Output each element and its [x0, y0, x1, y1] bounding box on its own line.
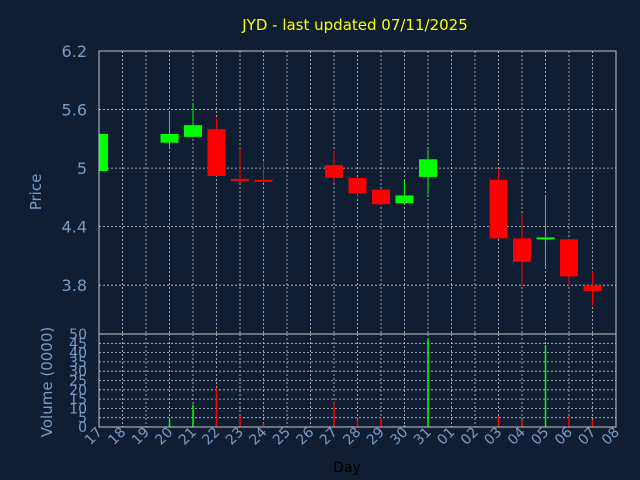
- volume-tick-label: 5: [78, 411, 87, 427]
- candle-20: [160, 111, 179, 149]
- volume-tick-label: 40: [69, 346, 87, 362]
- volume-bar-20: [168, 419, 171, 427]
- candle-23: [231, 148, 249, 183]
- candle-body: [419, 159, 437, 177]
- candle-body: [207, 129, 226, 176]
- day-tick-label: 01: [434, 425, 458, 449]
- candle-22: [207, 118, 226, 176]
- day-tick-label: 22: [199, 425, 223, 449]
- day-tick-label: 30: [387, 425, 411, 449]
- volume-bar-03: [497, 415, 500, 427]
- volume-tick-label: 30: [69, 364, 87, 380]
- candle-body: [395, 195, 414, 204]
- volume-bar-05: [544, 345, 547, 427]
- candle-27: [325, 150, 343, 183]
- volume-bar-30: [403, 425, 406, 427]
- day-axis-title: Day: [333, 460, 361, 476]
- volume-tick-label: 0: [78, 420, 87, 436]
- volume-axis-title: Volume (0000): [38, 327, 56, 437]
- day-tick-label: 04: [505, 424, 529, 448]
- candle-17: [98, 133, 108, 172]
- candle-29: [372, 189, 390, 206]
- day-tick-label: 05: [528, 425, 552, 449]
- candle-body: [325, 165, 343, 178]
- day-ticks: 17 18 19 20 21 22 23 24 25 26 27 28 29 30 31 01 02 03 04 05…: [82, 424, 623, 448]
- candle-07: [583, 271, 602, 306]
- day-tick-label: 27: [317, 425, 341, 449]
- volume-tick-label: 15: [69, 392, 87, 408]
- volume-bar-21: [192, 404, 194, 427]
- volume-bar-22: [215, 387, 218, 427]
- day-tick-label: 19: [129, 425, 153, 449]
- day-tick-label: 20: [152, 425, 176, 449]
- candle-body: [348, 177, 367, 194]
- volume-bar-23: [239, 415, 241, 427]
- candle-body: [536, 237, 555, 240]
- volume-bar-24: [262, 423, 265, 427]
- candle-body: [489, 179, 508, 239]
- candles: [98, 104, 602, 306]
- candle-body: [160, 133, 179, 143]
- day-tick-label: 21: [176, 425, 200, 449]
- day-tick-label: 18: [105, 425, 129, 449]
- price-tick-label: 5: [77, 159, 87, 178]
- candle-body: [231, 178, 249, 181]
- day-tick-label: 08: [599, 425, 623, 449]
- candle-30: [395, 180, 414, 204]
- day-tick-label: 31: [411, 425, 435, 449]
- candle-body: [99, 133, 108, 172]
- candle-body: [184, 125, 202, 137]
- volume-bar-29: [380, 417, 382, 427]
- price-tick-label: 5.6: [62, 101, 87, 120]
- day-tick-label: 02: [458, 425, 482, 449]
- candle-31: [419, 149, 437, 195]
- candle-06: [560, 239, 578, 286]
- candle-body: [513, 238, 531, 262]
- price-tick-label: 3.8: [62, 276, 87, 295]
- volume-bars: [168, 339, 594, 427]
- volume-grid: [98, 333, 617, 428]
- candle-03: [489, 169, 508, 239]
- volume-bar-07: [591, 419, 594, 427]
- day-tick-label: 25: [270, 425, 294, 449]
- volume-tick-label: 45: [69, 336, 87, 352]
- day-tick-label: 07: [575, 425, 599, 449]
- candle-body: [583, 285, 602, 292]
- day-tick-label: 23: [223, 425, 247, 449]
- candle-body: [372, 189, 390, 205]
- volume-tick-label: 35: [69, 355, 87, 371]
- price-tick-label: 4.4: [62, 218, 87, 237]
- volume-bar-27: [333, 402, 335, 427]
- day-tick-label: 29: [364, 425, 388, 449]
- candle-body: [254, 179, 273, 182]
- volume-bar-04: [521, 419, 523, 427]
- volume-bar-31: [427, 339, 429, 427]
- chart-title: JYD - last updated 07/11/2025: [241, 16, 468, 34]
- candle-24: [254, 161, 273, 183]
- day-tick-label: 26: [293, 424, 317, 448]
- day-tick-label: 24: [246, 424, 270, 448]
- price-axis-title: Price: [27, 174, 45, 211]
- volume-panel-frame: [98, 333, 617, 428]
- price-ticks: 6.2 5.6 5 4.4 3.8: [62, 42, 87, 295]
- volume-bar-28: [356, 419, 359, 427]
- day-tick-label: 06: [552, 424, 576, 448]
- volume-tick-label: 10: [69, 401, 87, 417]
- candle-04: [513, 212, 531, 287]
- candle-21: [184, 104, 202, 137]
- volume-tick-label: 50: [69, 327, 87, 343]
- candle-05: [536, 196, 555, 267]
- volume-bar-06: [568, 415, 570, 427]
- price-tick-label: 6.2: [62, 42, 87, 61]
- day-tick-label: 03: [481, 425, 505, 449]
- candle-body: [560, 239, 578, 277]
- candle-28: [348, 177, 367, 198]
- day-tick-label: 28: [340, 425, 364, 449]
- volume-tick-label: 25: [69, 374, 87, 390]
- volume-tick-label: 20: [69, 383, 87, 399]
